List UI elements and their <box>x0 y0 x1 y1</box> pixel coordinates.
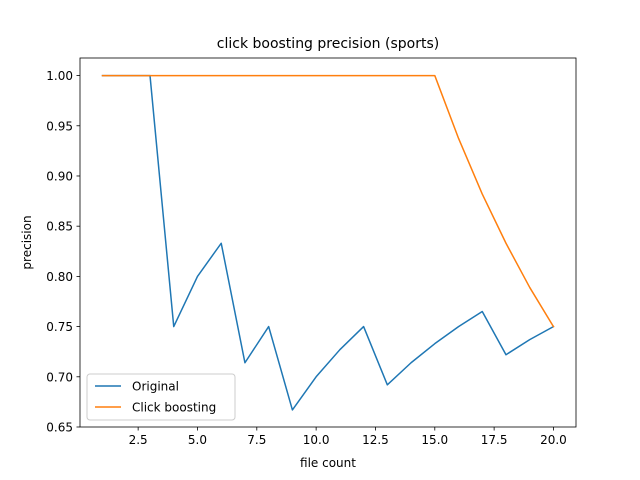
x-tick-label: 17.5 <box>481 433 508 447</box>
x-tick-label: 20.0 <box>540 433 567 447</box>
series-line-original <box>101 74 555 411</box>
x-tick-label: 5.0 <box>188 433 207 447</box>
x-tick-label: 12.5 <box>362 433 389 447</box>
legend: Original Click boosting <box>86 373 236 421</box>
series-line-click-boosting <box>101 74 555 328</box>
y-axis-label: precision <box>20 215 34 269</box>
x-tick-label: 10.0 <box>303 433 330 447</box>
x-axis-ticks: 2.5 5.0 7.5 10.0 12.5 15.0 17.5 20.0 <box>129 427 567 447</box>
legend-label: Original <box>132 380 179 394</box>
legend-label: Click boosting <box>132 401 216 415</box>
y-axis-ticks: 0.65 0.70 0.75 0.80 0.85 0.90 0.95 1.00 <box>46 69 80 435</box>
y-tick-label: 0.80 <box>46 270 73 284</box>
plot-lines <box>101 74 555 411</box>
y-tick-label: 0.75 <box>46 320 73 334</box>
y-tick-label: 0.85 <box>46 220 73 234</box>
x-tick-label: 7.5 <box>247 433 266 447</box>
y-tick-label: 0.70 <box>46 370 73 384</box>
y-tick-label: 0.65 <box>46 421 73 435</box>
legend-box <box>86 373 236 421</box>
x-tick-label: 15.0 <box>421 433 448 447</box>
x-tick-label: 2.5 <box>129 433 148 447</box>
y-tick-label: 0.90 <box>46 169 73 183</box>
chart-title: click boosting precision (sports) <box>217 36 439 52</box>
y-tick-label: 1.00 <box>46 69 73 83</box>
plot-frame <box>79 57 577 428</box>
y-tick-label: 0.95 <box>46 119 73 133</box>
x-axis-label: file count <box>300 456 356 470</box>
